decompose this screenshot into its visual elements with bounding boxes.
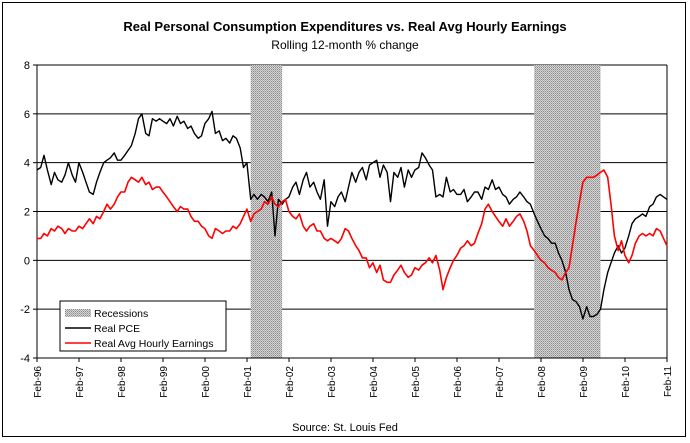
x-tick-label: Feb-05 (411, 366, 422, 398)
legend-label: Recessions (94, 308, 148, 320)
x-tick-label: Feb-98 (117, 366, 128, 398)
y-tick-label: -2 (20, 304, 30, 316)
chart: Real Personal Consumption Expenditures v… (20, 19, 674, 434)
y-tick-label: 2 (24, 207, 30, 219)
chart-subtitle: Rolling 12-month % change (271, 38, 419, 52)
x-tick-label: Feb-03 (327, 366, 338, 398)
x-tick-label: Feb-96 (33, 366, 44, 398)
x-tick-label: Feb-04 (369, 366, 380, 398)
x-tick-label: Feb-99 (159, 366, 170, 398)
x-tick-label: Feb-10 (621, 366, 632, 398)
x-tick-label: Feb-08 (537, 366, 548, 398)
legend-swatch-recessions (65, 309, 91, 317)
legend: Recessions Real PCE Real Avg Hourly Earnin… (59, 300, 227, 352)
y-tick-label: -4 (20, 353, 30, 365)
series-line-real-avg-hourly-earnings (36, 169, 668, 291)
x-tick-label: Feb-09 (579, 366, 590, 398)
chart-source: Source: St. Louis Fed (292, 422, 398, 434)
plot-area: -4 -2 0 2 4 6 8 Feb-96 Feb-97 Feb-98 Feb-99 Feb-00 F… (20, 60, 674, 398)
chart-frame: Real Personal Consumption Expenditures v… (2, 2, 686, 437)
x-tick-label: Feb-01 (243, 366, 254, 398)
x-tick-label: Feb-97 (75, 366, 86, 398)
y-tick-label: 4 (24, 158, 30, 170)
y-tick-label: 8 (24, 60, 30, 72)
legend-label: Real PCE (94, 323, 140, 335)
x-tick-label: Feb-07 (495, 366, 506, 398)
x-tick-label: Feb-11 (663, 366, 674, 397)
series-line-real-pce (36, 110, 668, 320)
y-tick-label: 6 (24, 109, 30, 121)
x-tick-label: Feb-00 (201, 366, 212, 398)
x-tick-label: Feb-02 (285, 366, 296, 398)
y-tick-label: 0 (24, 255, 30, 267)
recession-band (534, 65, 601, 358)
chart-title: Real Personal Consumption Expenditures v… (123, 19, 566, 34)
legend-label: Real Avg Hourly Earnings (94, 338, 213, 350)
x-tick-label: Feb-06 (453, 366, 464, 398)
